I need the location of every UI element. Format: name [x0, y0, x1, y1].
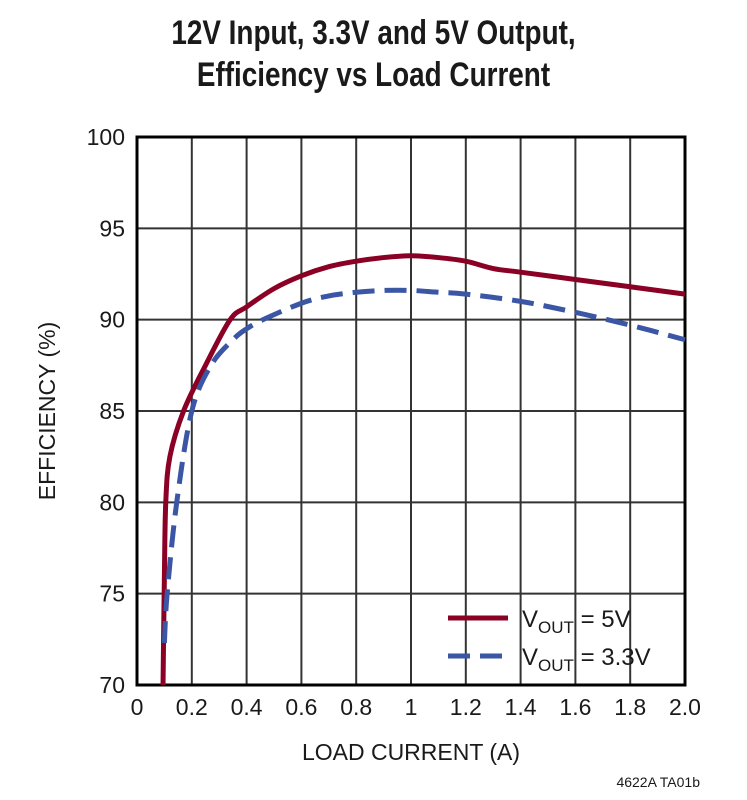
- x-tick-label: 1: [405, 694, 418, 720]
- x-tick-label: 1.6: [559, 694, 591, 720]
- series-line-0: [160, 253, 686, 686]
- x-tick-label: 0.2: [176, 694, 208, 720]
- x-tick-label: 1.2: [450, 694, 482, 720]
- x-tick-label: 0.4: [231, 694, 263, 720]
- legend-label-1: VOUT = 3.3V: [522, 644, 651, 675]
- y-tick-label: 85: [99, 398, 125, 424]
- chart-title-line-2: Efficiency vs Load Current: [196, 56, 551, 94]
- series-line-1: [161, 287, 686, 644]
- legend-label-0: VOUT = 5V: [522, 606, 631, 637]
- y-tick-label: 90: [99, 307, 125, 333]
- x-axis-label: LOAD CURRENT (A): [302, 739, 520, 765]
- footnote: 4622A TA01b: [616, 774, 700, 790]
- legend-label-rest: = 3.3V: [574, 644, 651, 671]
- legend-label-rest: = 5V: [574, 606, 631, 633]
- y-axis-label: EFFICIENCY (%): [34, 322, 60, 500]
- y-tick-label: 75: [99, 581, 125, 607]
- y-tick-label: 100: [87, 124, 125, 150]
- x-tick-label: 0.6: [285, 694, 317, 720]
- x-tick-label: 0: [131, 694, 144, 720]
- x-tick-label: 1.4: [505, 694, 537, 720]
- legend-label-v: V: [522, 606, 538, 633]
- y-tick-label: 80: [99, 489, 125, 515]
- x-tick-label: 2.0: [669, 694, 701, 720]
- plot-frame: [135, 135, 687, 687]
- chart-title-line-1: 12V Input, 3.3V and 5V Output,: [171, 14, 576, 52]
- x-tick-label: 0.8: [340, 694, 372, 720]
- legend-label-sub: OUT: [538, 618, 574, 637]
- legend-label-sub: OUT: [538, 656, 574, 675]
- y-tick-label: 95: [99, 215, 125, 241]
- x-tick-label: 1.8: [614, 694, 646, 720]
- y-tick-label: 70: [99, 672, 125, 698]
- legend-label-v: V: [522, 644, 538, 671]
